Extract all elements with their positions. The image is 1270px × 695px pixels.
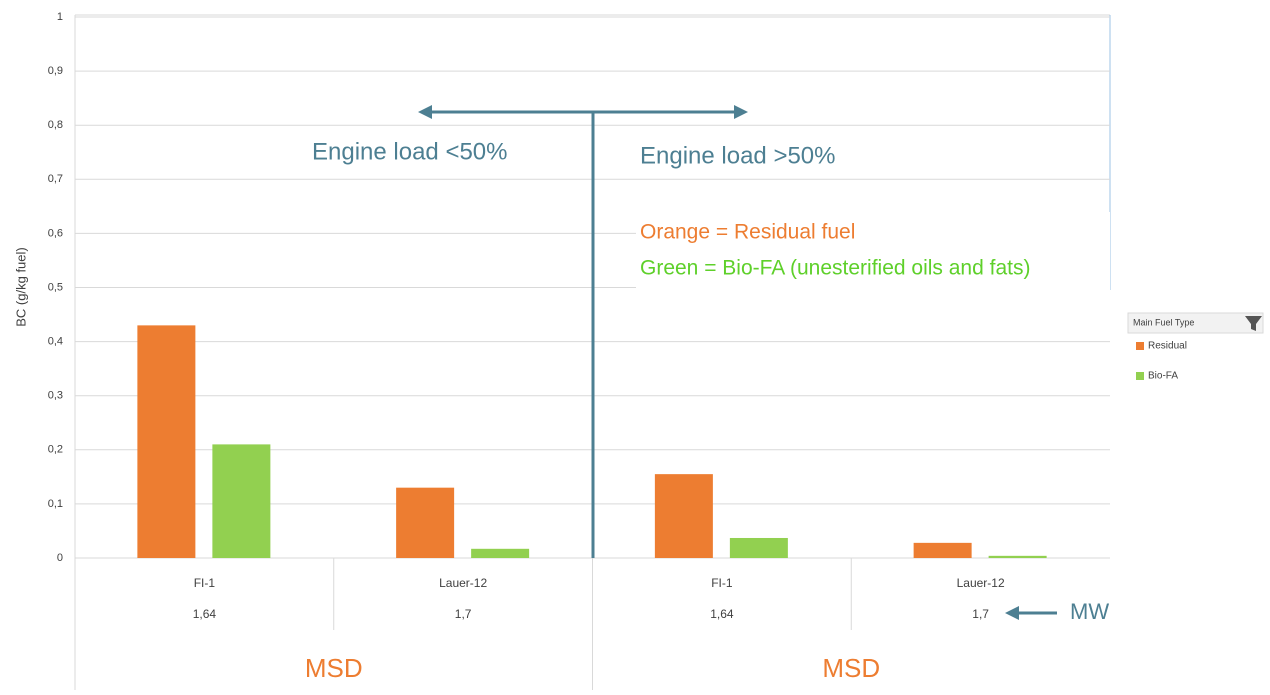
legend-swatch <box>1136 342 1144 350</box>
y-tick-label: 0,2 <box>48 444 63 456</box>
bars <box>137 325 1047 558</box>
bar <box>137 325 196 558</box>
bar <box>913 542 972 558</box>
x-sublabel: 1,64 <box>193 607 217 621</box>
x-tick-label: FI-1 <box>711 576 733 590</box>
y-tick-label: 0,6 <box>48 227 63 239</box>
legend: Residual Bio-FA <box>1136 341 1187 382</box>
bar <box>729 537 788 558</box>
bar <box>471 548 530 558</box>
y-tick-label: 0,9 <box>48 65 63 77</box>
filter-icon[interactable] <box>1245 316 1262 331</box>
y-tick-label: 0 <box>57 552 63 564</box>
y-tick-label: 0,4 <box>48 336 63 348</box>
annotation: Orange = Residual fuel <box>640 221 855 244</box>
arrow-head <box>1005 606 1019 620</box>
annotation: MW <box>1070 599 1109 624</box>
bar <box>396 487 455 558</box>
y-tick-label: 0,5 <box>48 281 63 293</box>
bar <box>654 474 713 558</box>
bar <box>212 444 271 558</box>
x-tick-label: Lauer-12 <box>439 576 487 590</box>
y-tick-label: 1 <box>57 11 63 23</box>
annotation: Engine load >50% <box>640 142 836 169</box>
legend-label: Residual <box>1148 341 1187 352</box>
annotation: Engine load <50% <box>312 138 508 165</box>
legend-title: Main Fuel Type <box>1133 317 1194 327</box>
y-tick-label: 0,8 <box>48 119 63 131</box>
legend-label: Bio-FA <box>1148 371 1178 382</box>
x-sublabel: 1,7 <box>972 607 989 621</box>
x-tick-label: FI-1 <box>194 576 216 590</box>
x-tick-label: Lauer-12 <box>957 576 1005 590</box>
y-tick-label: 0,3 <box>48 390 63 402</box>
bar <box>988 555 1047 558</box>
annotation: Green = Bio-FA (unesterified oils and fa… <box>640 257 1030 280</box>
y-tick-label: 0,7 <box>48 173 63 185</box>
group-label: MSD <box>305 653 363 683</box>
group-label: MSD <box>822 653 880 683</box>
legend-header[interactable] <box>1127 312 1264 334</box>
y-axis-label: BC (g/kg fuel) <box>13 247 28 326</box>
legend-swatch <box>1136 372 1144 380</box>
x-sublabel: 1,7 <box>455 607 472 621</box>
text-box <box>636 212 1110 290</box>
x-sublabel: 1,64 <box>710 607 734 621</box>
y-tick-label: 0,1 <box>48 498 63 510</box>
